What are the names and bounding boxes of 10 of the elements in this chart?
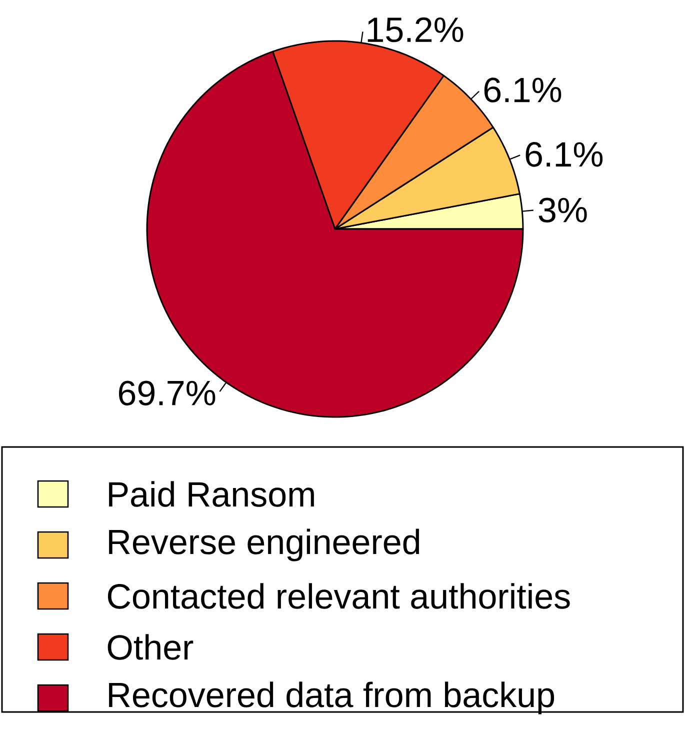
data-label: 69.7% <box>118 380 216 406</box>
legend-label: Reverse engineered <box>109 528 420 562</box>
legend-label: Paid Ransom <box>109 481 314 507</box>
legend-label: Recovered data from backup <box>109 682 554 714</box>
data-label: 6.1% <box>484 78 562 102</box>
legend-label: Contacted relevant authorities <box>108 583 570 609</box>
data-label: 15.2% <box>368 17 464 42</box>
legend-label: Other <box>108 634 194 660</box>
data-label: 6.1% <box>526 142 603 167</box>
data-label: 3% <box>538 198 587 222</box>
